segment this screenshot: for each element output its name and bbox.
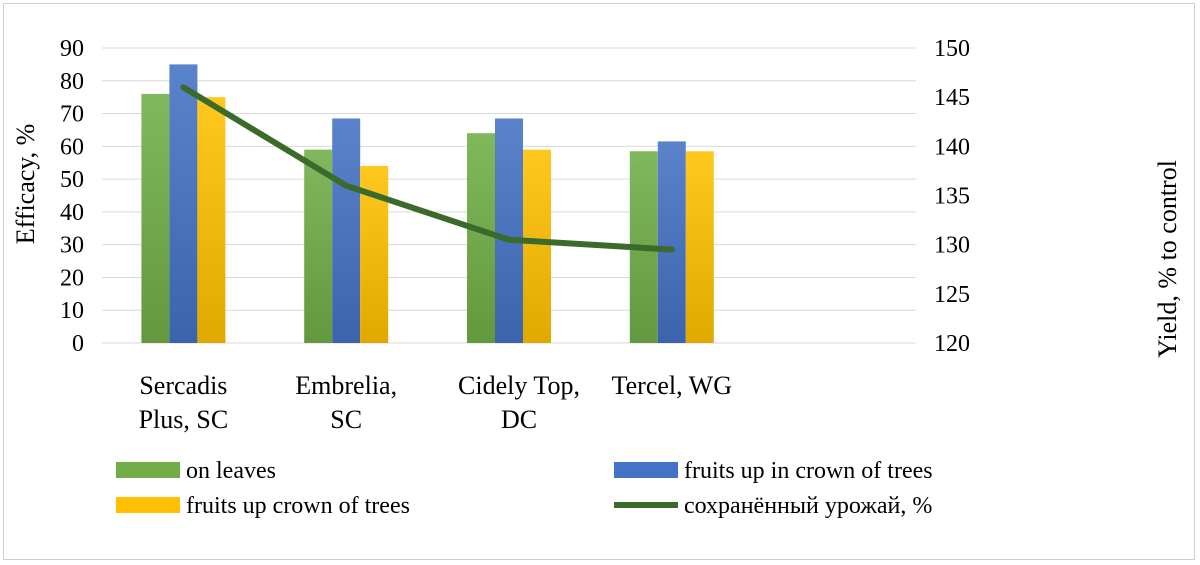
efficacy-yield-chart: 0 10 20 30 40 50 60 70 80 90 120 125 130 135 140 145 15… — [11, 36, 1182, 519]
legend: on leaves fruits up in crown of trees frui… — [116, 458, 933, 519]
bar-fruits-up-crown-of-trees — [197, 97, 226, 344]
bar-fruits-up-crown-of-trees — [685, 151, 714, 343]
y-tick-label: 10 — [60, 298, 84, 324]
legend-item: сохранённый урожай, % — [614, 493, 932, 519]
y2-axis-title: Yield, % to control — [1153, 160, 1182, 358]
y-tick-label: 60 — [60, 134, 84, 160]
bar-fruits-up-crown-of-trees — [523, 149, 551, 343]
legend-label: on leaves — [186, 458, 276, 484]
bar-fruits-up-in-crown-of-trees — [657, 141, 686, 343]
chart-frame: 0 10 20 30 40 50 60 70 80 90 120 125 130 135 140 145 15… — [3, 3, 1195, 560]
legend-swatch — [116, 462, 180, 478]
line-series — [180, 84, 675, 253]
y2-tick-label: 120 — [934, 331, 970, 357]
category-label: Embrelia, SC — [295, 371, 397, 434]
category-label: Sercadis Plus, SC — [139, 371, 229, 434]
y-axis-title: Efficacy, % — [11, 124, 40, 245]
left-axis-ticks: 0 10 20 30 40 50 60 70 80 90 — [60, 36, 84, 357]
y2-tick-label: 135 — [934, 184, 970, 210]
category-label-line: DC — [501, 405, 537, 434]
category-label-line: Plus, SC — [139, 405, 229, 434]
legend-label: сохранённый урожай, % — [684, 493, 932, 519]
y-tick-label: 50 — [60, 167, 84, 193]
y-tick-label: 0 — [72, 331, 84, 357]
y2-tick-label: 130 — [934, 233, 970, 259]
legend-swatch — [116, 497, 180, 513]
category-label-line: Embrelia, — [295, 371, 397, 400]
bar-on-leaves — [141, 93, 170, 343]
legend-item: fruits up in crown of trees — [614, 458, 933, 484]
legend-label: fruits up crown of trees — [186, 493, 410, 519]
y2-tick-label: 125 — [934, 282, 970, 308]
y-tick-label: 30 — [60, 233, 84, 259]
category-label-line: Sercadis — [139, 371, 227, 400]
category-label-line: SC — [330, 405, 362, 434]
category-label-line: Tercel, WG — [612, 371, 732, 400]
y-tick-label: 90 — [60, 36, 84, 62]
bar-fruits-up-in-crown-of-trees — [495, 118, 523, 343]
bar-fruits-up-in-crown-of-trees — [332, 118, 361, 343]
legend-item: fruits up crown of trees — [116, 493, 410, 519]
y-tick-label: 80 — [60, 69, 84, 95]
bars — [141, 64, 714, 344]
category-label: Cidely Top, DC — [458, 371, 580, 434]
category-label: Tercel, WG — [612, 371, 732, 400]
legend-swatch — [614, 462, 678, 478]
bar-on-leaves — [467, 133, 495, 343]
category-labels: Sercadis Plus, SC Embrelia, SC Cidely Top, DC… — [139, 371, 732, 434]
bar-fruits-up-in-crown-of-trees — [169, 64, 198, 343]
category-label-line: Cidely Top, — [458, 371, 580, 400]
legend-item: on leaves — [116, 458, 276, 484]
line-yield — [180, 84, 675, 253]
legend-label: fruits up in crown of trees — [684, 458, 933, 484]
y-tick-label: 70 — [60, 102, 84, 128]
y2-tick-label: 140 — [934, 134, 970, 160]
bar-on-leaves — [304, 149, 333, 343]
y2-tick-label: 145 — [934, 85, 970, 111]
y2-tick-label: 150 — [934, 36, 970, 62]
right-axis-ticks: 120 125 130 135 140 145 150 — [934, 36, 970, 357]
y-tick-label: 20 — [60, 265, 84, 291]
y-tick-label: 40 — [60, 200, 84, 226]
